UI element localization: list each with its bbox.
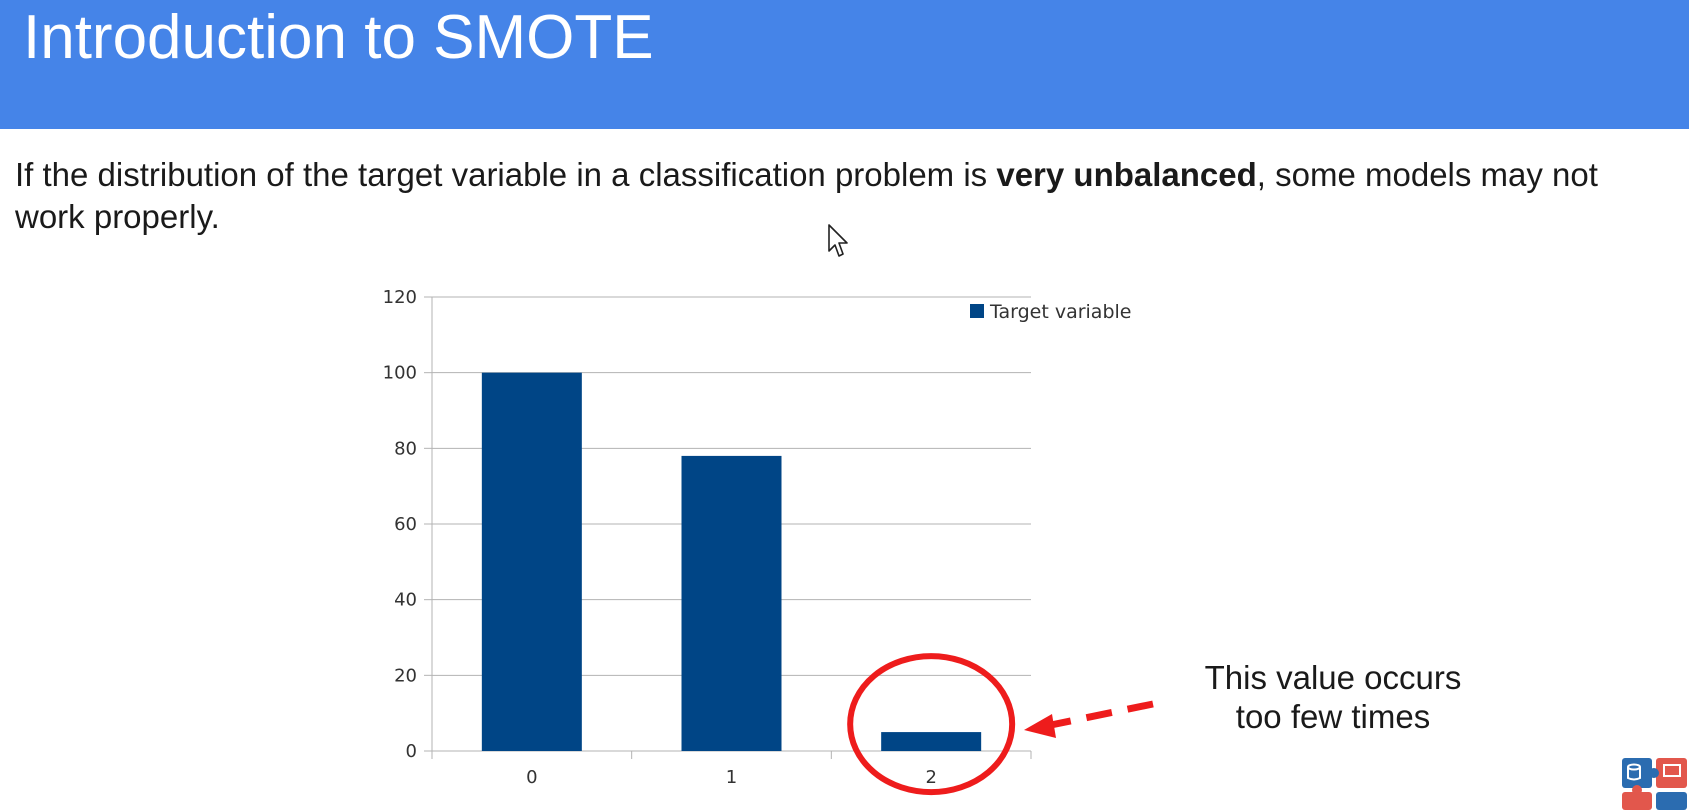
- legend-swatch: [970, 304, 984, 318]
- annotation-arrow-line: [1045, 700, 1154, 730]
- annotation-arrowhead: [1024, 714, 1056, 738]
- intro-text-start: If the distribution of the target variab…: [15, 156, 997, 193]
- y-tick-label: 80: [394, 438, 417, 459]
- legend-label: Target variable: [989, 301, 1131, 323]
- bar-1: [681, 455, 782, 751]
- x-tick-label: 0: [526, 767, 537, 788]
- bar-0: [481, 372, 582, 751]
- intro-paragraph: If the distribution of the target variab…: [15, 154, 1675, 238]
- y-tick-label: 100: [383, 363, 417, 384]
- x-tick-label: 1: [726, 767, 737, 788]
- slide-header: Introduction to SMOTE: [0, 0, 1689, 129]
- annotation-line-1: This value occurs: [1204, 659, 1462, 696]
- intro-emphasis: very unbalanced: [996, 156, 1257, 193]
- intro-text-end: , some models may not work properly.: [15, 156, 1598, 235]
- annotation-line-2: too few times: [1235, 698, 1431, 735]
- annotation-text: This value occurs too few times: [1148, 658, 1518, 736]
- y-tick-label: 40: [394, 590, 417, 611]
- y-tick-label: 120: [383, 287, 417, 308]
- y-tick-label: 0: [406, 741, 417, 762]
- y-tick-label: 60: [394, 514, 417, 535]
- course-logo-icon: [1622, 758, 1687, 810]
- mouse-cursor-icon: [828, 224, 848, 257]
- highlight-circle: [847, 653, 1016, 796]
- y-tick-label: 20: [394, 665, 417, 686]
- x-tick-label: 2: [925, 767, 936, 788]
- slide-title: Introduction to SMOTE: [23, 3, 654, 72]
- bar-2: [881, 732, 982, 751]
